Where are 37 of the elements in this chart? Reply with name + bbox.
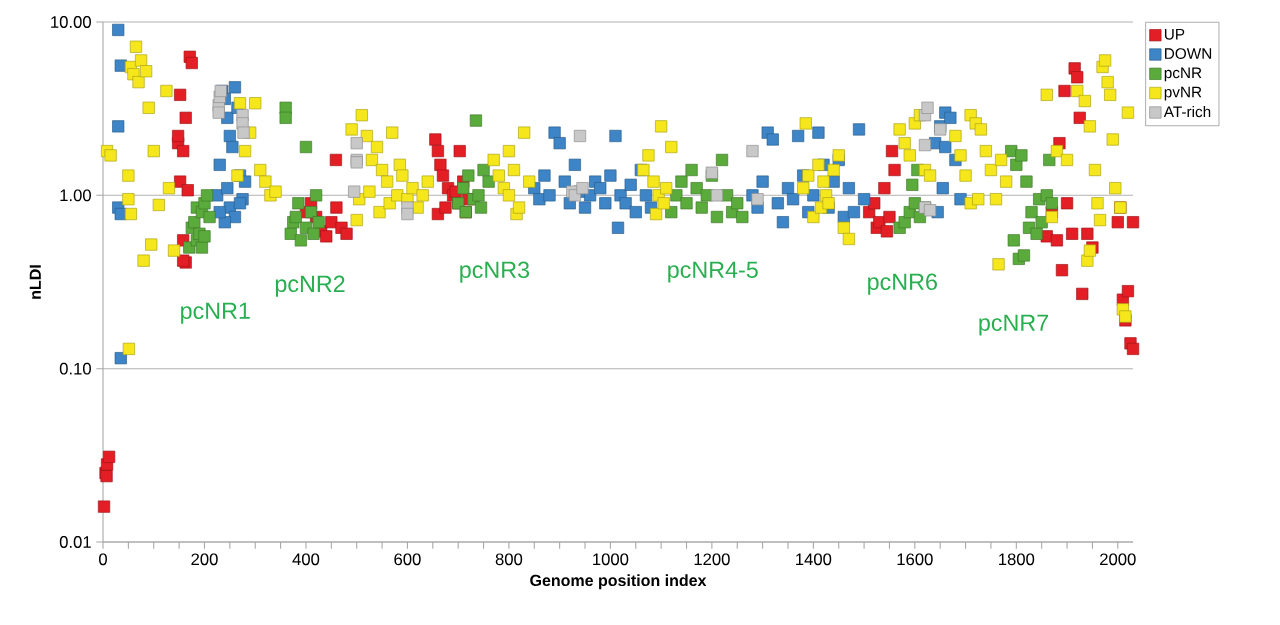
- y-tick-label: 1.00: [60, 189, 91, 202]
- x-tick-label: 1400: [796, 553, 832, 566]
- x-tick-label: 0: [99, 553, 107, 566]
- annotation: pcNR1: [181, 302, 250, 324]
- point: [573, 129, 587, 143]
- point: [348, 185, 361, 198]
- point: [212, 106, 225, 119]
- x-tick-label: 400: [292, 553, 320, 566]
- x-tick-label: 1800: [999, 553, 1035, 566]
- y-tick-label: 0.01: [59, 536, 91, 548]
- y-tick-label: 10.00: [51, 16, 91, 28]
- x-tick-label: 1600: [897, 553, 933, 566]
- y-tick-label: 0.10: [59, 362, 91, 375]
- point: [921, 101, 934, 114]
- x-tick-label: 2000: [1100, 553, 1136, 566]
- annotation: pcNR3: [460, 261, 530, 283]
- annotation: pcNR2: [275, 275, 345, 297]
- legend-label: AT-rich: [1163, 105, 1211, 118]
- y-axis-title: nLDI: [29, 265, 41, 299]
- point: [710, 189, 724, 202]
- annotation: pcNR7: [979, 314, 1049, 336]
- legend-label: pcNR: [1164, 67, 1202, 82]
- point: [401, 207, 414, 221]
- annotation: pcNR6: [868, 273, 937, 295]
- x-tick-label: 600: [394, 553, 421, 566]
- x-tick-label: 1200: [694, 553, 730, 566]
- point: [746, 145, 759, 158]
- legend-label: pvNR: [1164, 86, 1202, 101]
- x-tick-label: 1000: [593, 553, 629, 566]
- annotation: pcNR4-5: [668, 261, 758, 283]
- x-tick-label: 200: [191, 553, 218, 566]
- x-axis-title: Genome position index: [530, 574, 707, 590]
- point: [350, 137, 363, 150]
- legend-label: UP: [1164, 28, 1185, 40]
- legend-label: DOWN: [1165, 48, 1212, 60]
- point: [918, 138, 932, 152]
- x-tick-label: 800: [495, 553, 523, 566]
